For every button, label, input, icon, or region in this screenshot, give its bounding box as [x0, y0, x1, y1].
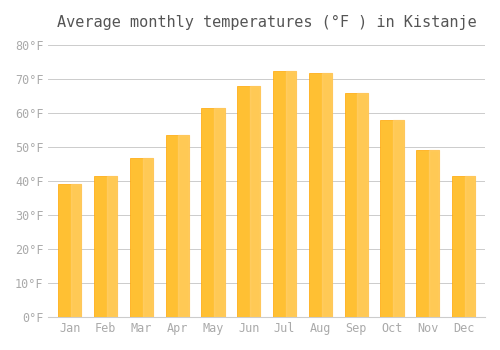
Bar	[358, 93, 368, 317]
Bar	[142, 158, 153, 317]
Bar	[58, 184, 82, 317]
Bar	[464, 176, 475, 317]
Bar	[273, 71, 296, 317]
Bar	[429, 150, 440, 317]
Bar	[202, 108, 224, 317]
Bar	[237, 86, 260, 317]
Bar	[130, 158, 153, 317]
Bar	[322, 73, 332, 317]
Bar	[71, 184, 82, 317]
Bar	[166, 135, 189, 317]
Bar	[94, 176, 118, 317]
Title: Average monthly temperatures (°F ) in Kistanje: Average monthly temperatures (°F ) in Ki…	[57, 15, 476, 30]
Bar	[178, 135, 189, 317]
Bar	[214, 108, 224, 317]
Bar	[344, 93, 368, 317]
Bar	[107, 176, 118, 317]
Bar	[250, 86, 260, 317]
Bar	[286, 71, 296, 317]
Bar	[452, 176, 475, 317]
Bar	[416, 150, 440, 317]
Bar	[308, 73, 332, 317]
Bar	[393, 120, 404, 317]
Bar	[380, 120, 404, 317]
